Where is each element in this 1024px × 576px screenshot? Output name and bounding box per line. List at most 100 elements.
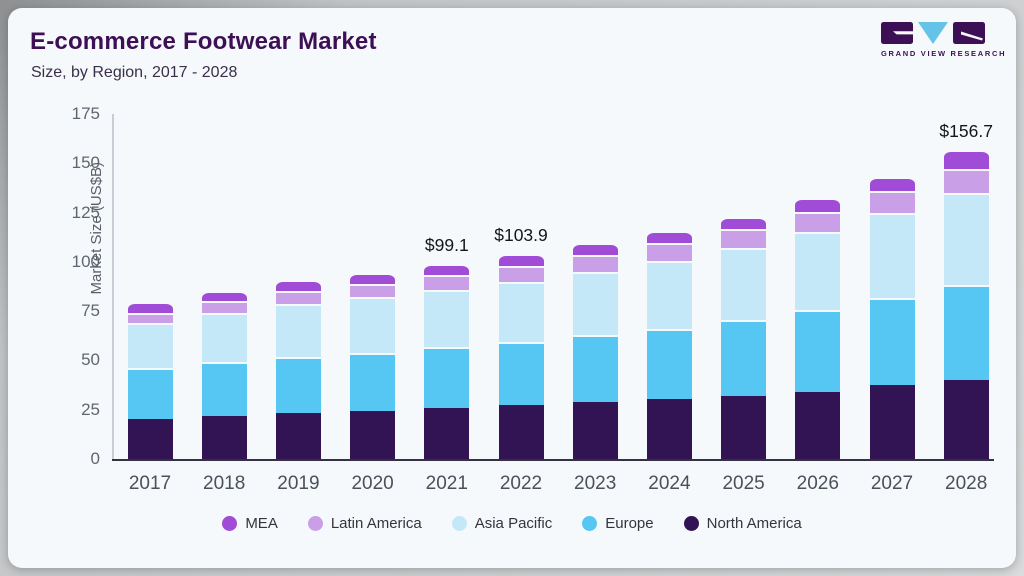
segment-north-america	[869, 385, 915, 459]
y-tick-label: 125	[71, 202, 100, 222]
segment-mea	[869, 176, 915, 192]
segment-north-america	[350, 410, 396, 459]
chart-card: E-commerce Footwear Market Size, by Regi…	[8, 8, 1016, 568]
segment-asia-pacific	[943, 193, 989, 285]
segment-europe	[943, 284, 989, 380]
segment-mea	[275, 280, 321, 291]
segment-mea	[350, 272, 396, 284]
segment-asia-pacific	[721, 248, 767, 321]
segment-europe	[721, 320, 767, 397]
x-tick-label: 2021	[425, 473, 468, 494]
legend-item-mea: MEA	[222, 515, 278, 532]
segment-mea	[721, 216, 767, 230]
legend-label: Europe	[605, 515, 654, 532]
segment-mea	[646, 231, 692, 244]
stacked-bar-2017	[127, 302, 173, 459]
x-tick-label: 2027	[870, 473, 914, 494]
plot-area: 0 25 50 75 100 125 150 175 2017 2018 2019 2020 2021 $…	[72, 104, 994, 494]
segment-asia-pacific	[424, 290, 470, 347]
stacked-bar-2028	[943, 150, 989, 459]
gvr-logo-mark	[881, 22, 985, 44]
segment-asia-pacific	[869, 213, 915, 299]
legend-dot-icon	[451, 516, 467, 531]
segment-europe	[424, 346, 470, 409]
segment-europe	[646, 328, 692, 400]
stacked-bar-2027	[869, 176, 915, 459]
value-label-2028: $156.7	[939, 121, 993, 142]
y-axis-line	[112, 114, 114, 459]
y-tick-label: 150	[71, 153, 100, 173]
segment-latin-america	[869, 191, 915, 214]
segment-north-america	[201, 415, 247, 459]
stacked-bar-2023	[572, 243, 618, 459]
segment-north-america	[127, 418, 173, 459]
segment-latin-america	[127, 313, 173, 323]
y-tick-label: 100	[71, 251, 100, 271]
segment-north-america	[424, 408, 470, 459]
segment-latin-america	[646, 243, 692, 261]
segment-mea	[795, 197, 841, 212]
x-tick-label: 2026	[796, 473, 839, 494]
stacked-bar-2025	[721, 216, 767, 459]
x-tick-label: 2017	[128, 473, 172, 494]
logo-g-icon	[881, 22, 913, 44]
segment-europe	[869, 298, 915, 386]
x-tick-label: 2028	[945, 473, 988, 494]
segment-latin-america	[572, 255, 618, 272]
grand-view-research-logo: GRAND VIEW RESEARCH	[881, 22, 1007, 58]
logo-v-icon	[918, 22, 948, 44]
segment-asia-pacific	[646, 260, 692, 329]
segment-asia-pacific	[201, 313, 247, 363]
segment-north-america	[275, 413, 321, 459]
segment-mea	[943, 150, 989, 170]
x-axis-line	[112, 458, 994, 461]
x-tick-label: 2019	[277, 473, 320, 494]
x-tick-label: 2022	[499, 473, 543, 494]
segment-latin-america	[721, 229, 767, 249]
segment-asia-pacific	[572, 271, 618, 336]
y-tick-label: 50	[81, 350, 100, 370]
y-tick-label: 175	[71, 104, 100, 123]
value-label-2021: $99.1	[424, 234, 469, 255]
stacked-bar-2018	[201, 291, 247, 459]
segment-latin-america	[201, 301, 247, 314]
y-tick-label: 0	[90, 449, 100, 468]
segment-mea	[572, 243, 618, 255]
stacked-bar-2019	[275, 280, 321, 459]
segment-latin-america	[795, 211, 841, 233]
segment-europe	[795, 309, 841, 392]
segment-north-america	[721, 396, 767, 459]
segment-europe	[127, 368, 173, 419]
stacked-bar-2026	[795, 197, 841, 459]
legend-item-latin-america: Latin America	[307, 515, 422, 532]
legend-dot-icon	[683, 516, 699, 531]
legend-label: North America	[706, 515, 802, 532]
segment-mea	[201, 291, 247, 302]
segment-asia-pacific	[498, 282, 544, 343]
segment-north-america	[572, 402, 618, 459]
segment-north-america	[795, 391, 841, 459]
logo-wordmark: GRAND VIEW RESEARCH	[881, 49, 1007, 58]
stacked-bar-2022	[498, 254, 544, 459]
legend-label: Asia Pacific	[474, 515, 553, 532]
segment-mea	[498, 254, 544, 266]
logo-r-icon	[953, 22, 985, 44]
x-tick-label: 2020	[351, 473, 394, 494]
segment-europe	[350, 352, 396, 411]
segment-latin-america	[498, 265, 544, 282]
segment-europe	[498, 342, 544, 406]
segment-latin-america	[275, 290, 321, 304]
segment-mea	[127, 302, 173, 314]
y-tick-label: 75	[81, 301, 100, 321]
x-tick-label: 2018	[203, 473, 246, 494]
segment-europe	[201, 362, 247, 416]
segment-europe	[572, 335, 618, 403]
legend-item-asia-pacific: Asia Pacific	[451, 515, 553, 532]
segment-latin-america	[424, 274, 470, 291]
page-subtitle: Size, by Region, 2017 - 2028	[31, 64, 238, 81]
value-label-2022: $103.9	[494, 225, 548, 246]
segment-asia-pacific	[350, 297, 396, 353]
segment-mea	[424, 263, 470, 275]
stacked-bar-2021	[424, 263, 470, 459]
segment-asia-pacific	[795, 232, 841, 310]
